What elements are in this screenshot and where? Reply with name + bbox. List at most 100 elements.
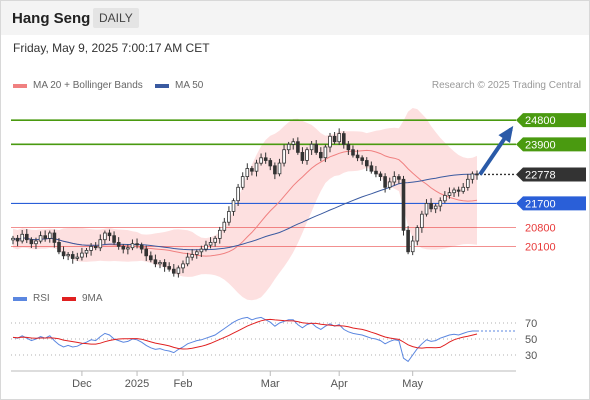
legend-ma20: MA 20 + Bollinger Bands (13, 80, 143, 91)
candle-body (351, 149, 355, 156)
level-23900-tag (516, 137, 586, 152)
candle-body (167, 266, 172, 270)
candle-body (456, 189, 461, 192)
candle-body (116, 241, 121, 247)
candle-body (112, 235, 116, 243)
candle-body (254, 162, 259, 172)
candle-body (130, 243, 135, 249)
legend-rsi: RSI (13, 293, 50, 304)
candle-body (475, 173, 479, 176)
candle-body (43, 235, 47, 239)
candle-body (153, 259, 158, 265)
candle-body (328, 135, 332, 148)
candle-body (305, 149, 309, 161)
candle-body (107, 232, 112, 237)
timestamp: Friday, May 9, 2025 7:00:17 AM CET (13, 41, 210, 55)
candle-body (66, 254, 71, 257)
x-tick-label: Dec (72, 378, 92, 390)
level-23900-label: 23900 (525, 139, 556, 151)
candle-body (429, 202, 433, 210)
candle-body (61, 251, 66, 257)
candle-body (20, 233, 24, 242)
timeframe-badge[interactable]: DAILY (93, 8, 139, 28)
candle-body (208, 241, 213, 246)
level-21700-tag (516, 196, 586, 211)
candle-body (360, 157, 364, 161)
candle-body (470, 173, 475, 180)
rsi-ma-swatch-icon (62, 296, 76, 301)
candle-body (139, 244, 144, 250)
candle-body (410, 240, 415, 253)
candle-body (181, 263, 185, 269)
candle-body (355, 154, 360, 159)
legend-9ma: 9MA (62, 293, 103, 304)
candle-body (387, 181, 392, 188)
candle-body (296, 141, 300, 153)
candle-body (323, 146, 328, 159)
candle-body (277, 162, 282, 175)
candle-body (401, 178, 406, 231)
candle-body (309, 143, 314, 151)
candle-body (38, 235, 43, 242)
candle-body (199, 248, 204, 253)
candle-body (103, 232, 107, 241)
candle-body (52, 232, 57, 243)
candle-body (447, 192, 452, 196)
candle-body (245, 168, 250, 178)
level-20100-label: 20100 (525, 241, 556, 253)
level-24800-tag (516, 113, 586, 128)
candle-body (443, 194, 447, 202)
candle-body (213, 237, 218, 243)
candle-body (89, 245, 93, 251)
candle-body (176, 267, 181, 274)
candle-body (29, 239, 34, 245)
level-20800-label: 20800 (525, 223, 556, 235)
candle-body (11, 237, 15, 241)
candle-body (126, 247, 130, 250)
legend-9ma-label: 9MA (82, 293, 103, 304)
candle-body (438, 200, 443, 207)
candle-body (162, 262, 167, 267)
legend-ma50: MA 50 (155, 80, 203, 91)
candle-body (282, 149, 286, 164)
chart-header: Hang Seng DAILY (1, 1, 589, 35)
candle-body (236, 186, 240, 202)
candle-body (415, 227, 420, 242)
x-tick-label: Feb (173, 378, 192, 390)
candle-body (383, 176, 387, 188)
candle-body (397, 176, 401, 180)
candle-body (158, 262, 162, 265)
candle-body (70, 254, 75, 259)
candle-body (148, 255, 153, 261)
level-21700-label: 21700 (525, 198, 556, 210)
candle-body (406, 229, 410, 253)
level-22778-label: 22778 (525, 169, 556, 181)
candle-body (231, 200, 236, 212)
rsi-line (12, 316, 477, 363)
candle-body (15, 237, 20, 242)
candle-body (135, 243, 139, 246)
candle-body (461, 186, 465, 192)
candle-body (318, 151, 323, 159)
candle-body (273, 165, 277, 175)
candle-body (378, 173, 383, 177)
candle-body (291, 141, 296, 145)
legend-rsi-label: RSI (33, 293, 50, 304)
candle-body (259, 157, 263, 164)
x-axis: Dec 2025 Feb Mar Apr May (11, 370, 516, 390)
rsi-pane: 70 50 30 (11, 316, 537, 363)
legend-ma50-label: MA 50 (175, 80, 204, 91)
candle-body (190, 254, 195, 258)
candle-body (194, 251, 199, 255)
candle-body (75, 256, 80, 259)
candle-body (268, 160, 273, 167)
candle-body (57, 241, 61, 253)
candle-body (121, 245, 126, 250)
candle-body (250, 168, 254, 172)
candle-body (364, 160, 369, 167)
candle-body (314, 143, 318, 153)
candle-body (286, 143, 291, 151)
candle-body (84, 249, 89, 254)
candle-body (144, 248, 149, 257)
